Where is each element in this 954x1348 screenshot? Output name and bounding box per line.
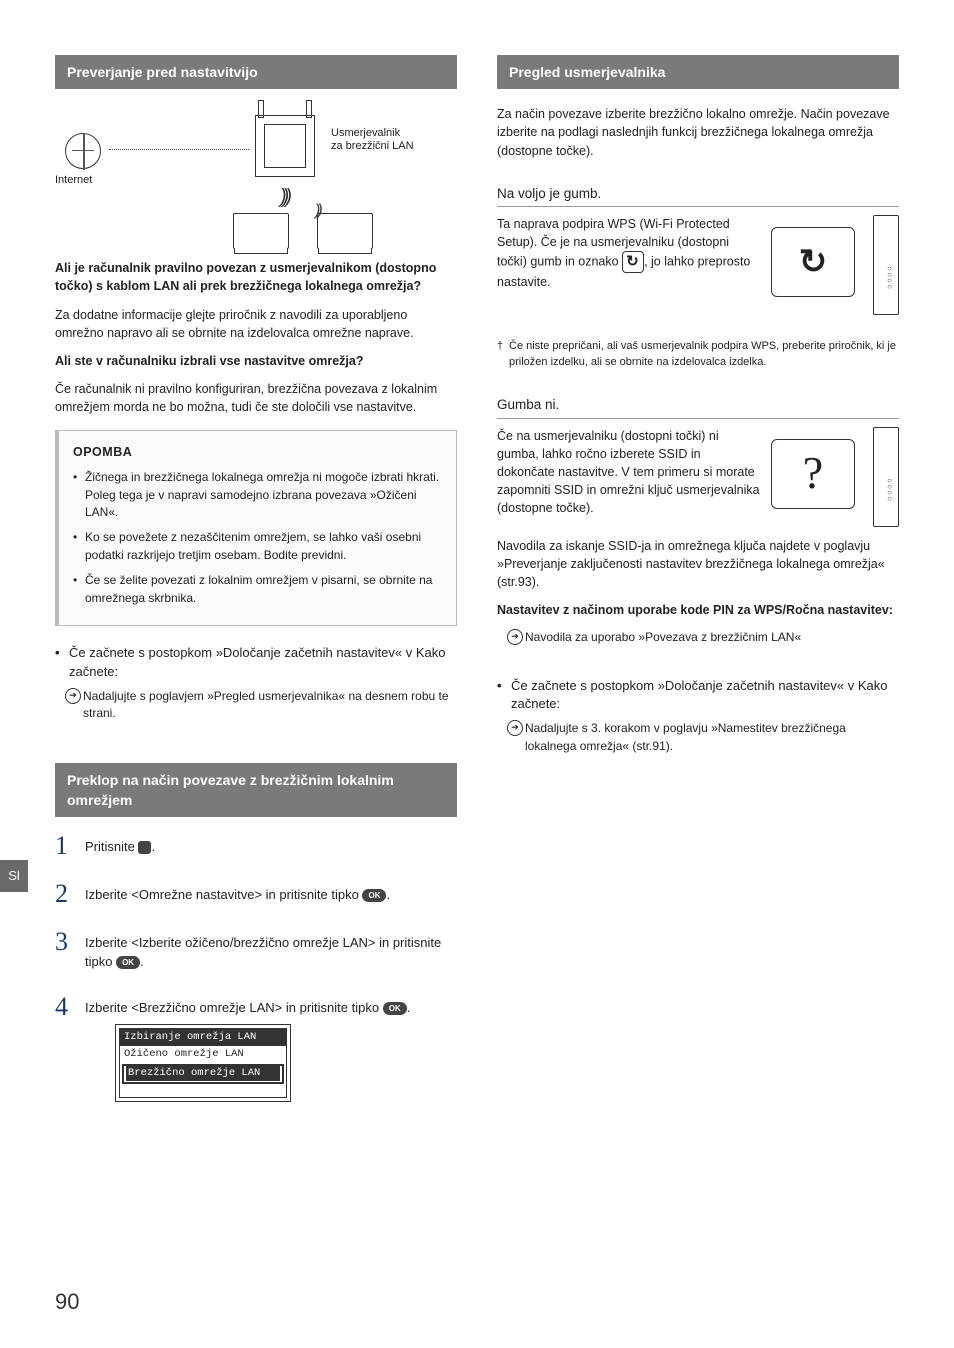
router-question-illustration: ? ○○○○ (771, 427, 899, 537)
note-item: Če se želite povezati z lokalnim omrežje… (73, 572, 442, 607)
note-box: OPOMBA Žičnega in brezžičnega lokalnega … (55, 430, 457, 626)
laptop-icon-2 (317, 213, 373, 249)
section-header-switch: Preklop na način povezave z brezžičnim l… (55, 763, 457, 818)
question-2-body: Če računalnik ni pravilno konfiguriran, … (55, 380, 457, 416)
internet-label: Internet (55, 173, 92, 189)
pin-setup-link: Navodila za uporabo »Povezava z brezžičn… (497, 629, 899, 646)
lcd-row: Ožičeno omrežje LAN (120, 1046, 286, 1063)
step-number: 1 (55, 833, 73, 859)
language-tab: Sl (0, 860, 28, 892)
two-column-layout: Preverjanje pred nastavitvijo Internet U… (55, 55, 899, 1124)
note-item: Ko se povežete z nezaščitenim omrežjem, … (73, 529, 442, 564)
wifi-wave-icon: ))) (280, 183, 288, 212)
start-bullet-right: Če začnete s postopkom »Določanje začetn… (497, 677, 899, 715)
pin-setup-title: Nastavitev z načinom uporabe kode PIN za… (497, 601, 899, 619)
network-diagram: Internet Usmerjevalnik za brezžični LAN … (55, 105, 457, 245)
continue-instruction-right: Nadaljujte s 3. korakom v poglavju »Name… (497, 720, 899, 755)
step-3: 3 Izberite <Izberite ožičeno/brezžično o… (55, 929, 457, 972)
step-4: 4 Izberite <Brezžično omrežje LAN> in pr… (55, 994, 457, 1102)
router-label: Usmerjevalnik za brezžični LAN (331, 127, 414, 153)
lcd-screenshot: Izbiranje omrežja LAN Ožičeno omrežje LA… (115, 1024, 291, 1102)
lcd-row-empty (120, 1085, 286, 1097)
section-header-check: Preverjanje pred nastavitvijo (55, 55, 457, 89)
step-2: 2 Izberite <Omrežne nastavitve> in priti… (55, 881, 457, 907)
step-body: Izberite <Omrežne nastavitve> in pritisn… (85, 881, 390, 907)
question-1-title: Ali je računalnik pravilno povezan z usm… (55, 259, 457, 295)
router-wps-illustration: ↻ ○○○○ (771, 215, 899, 325)
question-2-title: Ali ste v računalniku izbrali vse nastav… (55, 352, 457, 370)
diagram-connection-line (109, 149, 249, 150)
step-number: 4 (55, 994, 73, 1102)
section-header-overview: Pregled usmerjevalnika (497, 55, 899, 89)
wps-footnote: Če niste prepričani, ali vaš usmerjevaln… (497, 339, 899, 371)
step-body: Pritisnite . (85, 833, 155, 859)
gear-icon (138, 841, 151, 854)
note-item: Žičnega in brezžičnega lokalnega omrežja… (73, 469, 442, 521)
step-list: 1 Pritisnite . 2 Izberite <Omrežne nasta… (55, 833, 457, 1102)
step-1: 1 Pritisnite . (55, 833, 457, 859)
question-mark-icon: ? (803, 440, 823, 507)
globe-icon (65, 133, 101, 169)
wps-logo-icon (622, 251, 644, 273)
router-icon (255, 115, 315, 177)
left-column: Preverjanje pred nastavitvijo Internet U… (55, 55, 457, 1124)
step-number: 2 (55, 881, 73, 907)
page-number: 90 (55, 1286, 79, 1318)
step-body: Izberite <Brezžično omrežje LAN> in prit… (85, 994, 410, 1102)
step-number: 3 (55, 929, 73, 972)
start-bullet: Če začnete s postopkom »Določanje začetn… (55, 644, 457, 682)
no-button-body-2: Navodila za iskanje SSID-ja in omrežnega… (497, 537, 899, 591)
question-1-body: Za dodatne informacije glejte priročnik … (55, 306, 457, 342)
lcd-title: Izbiranje omrežja LAN (120, 1029, 286, 1046)
subhead-button-available: Na voljo je gumb. (497, 184, 899, 208)
overview-intro: Za način povezave izberite brezžično lok… (497, 105, 899, 159)
step-body: Izberite <Izberite ožičeno/brezžično omr… (85, 929, 457, 972)
right-column: Pregled usmerjevalnika Za način povezave… (497, 55, 899, 1124)
wps-arrows-icon: ↻ (799, 238, 828, 287)
laptop-icon-1 (233, 213, 289, 249)
subhead-no-button: Gumba ni. (497, 395, 899, 419)
ok-icon: OK (362, 889, 386, 903)
ok-icon: OK (116, 956, 140, 970)
note-title: OPOMBA (73, 443, 442, 461)
ok-icon: OK (383, 1002, 407, 1016)
continue-instruction: Nadaljujte s poglavjem »Pregled usmerjev… (55, 688, 457, 723)
lcd-row-selected: Brezžično omrežje LAN (122, 1064, 284, 1084)
